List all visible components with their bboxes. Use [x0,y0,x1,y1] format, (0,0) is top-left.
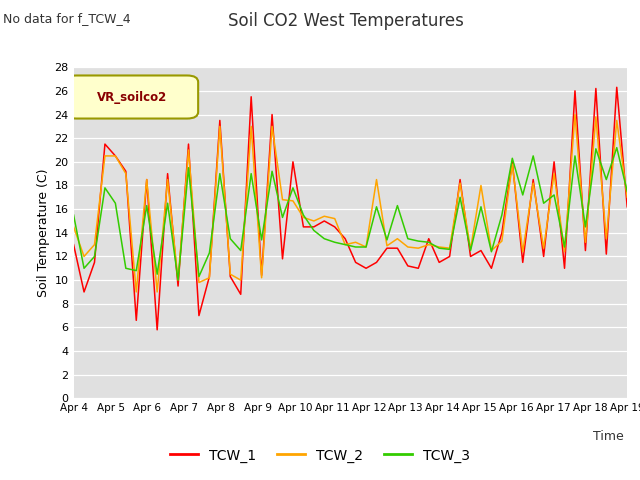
TCW_1 [404,263,412,269]
TCW_1 [456,177,464,182]
TCW_3 [164,200,172,206]
TCW_2 [404,244,412,250]
TCW_2 [70,224,77,230]
TCW_3 [174,277,182,283]
TCW_1 [415,265,422,271]
TCW_3 [456,194,464,200]
Legend: TCW_1, TCW_2, TCW_3: TCW_1, TCW_2, TCW_3 [164,443,476,468]
Text: Time: Time [593,430,624,443]
TCW_1 [154,327,161,333]
FancyBboxPatch shape [65,75,198,119]
TCW_2 [415,245,422,251]
TCW_2 [383,243,391,249]
Y-axis label: Soil Temperature (C): Soil Temperature (C) [37,168,51,297]
TCW_2 [289,198,297,204]
Text: VR_soilco2: VR_soilco2 [97,91,167,104]
TCW_1 [289,159,297,165]
TCW_3 [404,236,412,241]
TCW_1 [623,204,631,210]
TCW_3 [70,212,77,218]
Line: TCW_2: TCW_2 [74,115,627,292]
Text: No data for f_TCW_4: No data for f_TCW_4 [3,12,131,25]
Text: Soil CO2 West Temperatures: Soil CO2 West Temperatures [228,12,463,30]
Line: TCW_3: TCW_3 [74,148,627,280]
TCW_2 [571,112,579,118]
TCW_3 [289,185,297,191]
TCW_3 [415,238,422,244]
TCW_2 [132,289,140,295]
TCW_1 [613,84,621,90]
TCW_1 [383,245,391,251]
TCW_3 [383,237,391,243]
TCW_2 [456,180,464,186]
TCW_1 [70,242,77,248]
TCW_3 [613,145,621,151]
Line: TCW_1: TCW_1 [74,87,627,330]
TCW_3 [623,189,631,194]
TCW_2 [623,194,631,200]
TCW_1 [174,283,182,289]
TCW_2 [174,277,182,283]
